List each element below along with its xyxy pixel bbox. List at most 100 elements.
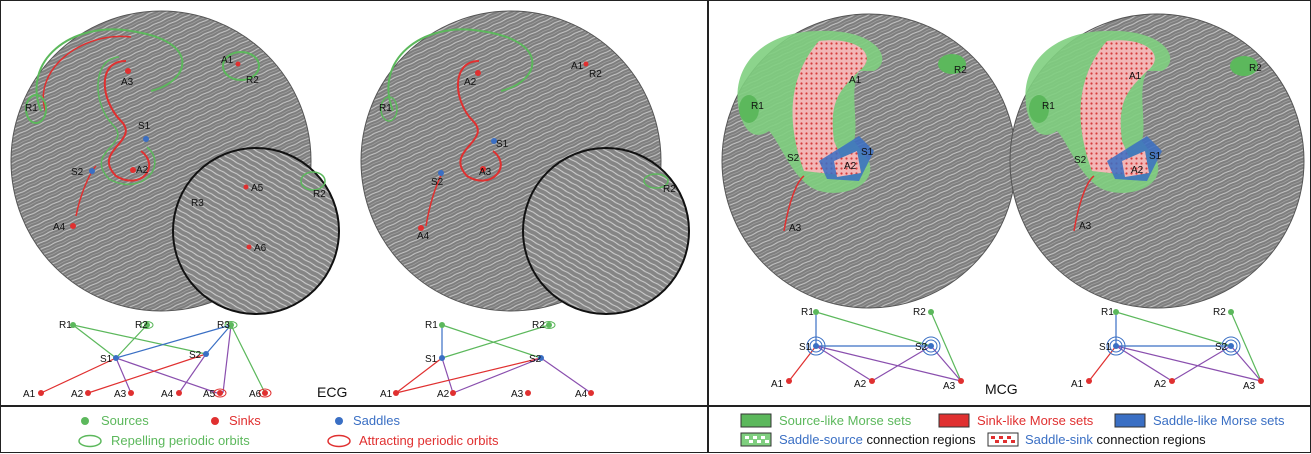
graph-right-label-A3: A3 — [511, 389, 524, 400]
graph-label-A1: A1 — [23, 389, 36, 400]
label-right-A1: A1 — [571, 61, 584, 72]
mcg-left-point-labels: A1 R2 R1 S2 S1 A2 A3 — [751, 65, 967, 234]
mcg-right-label-A1: A1 — [1129, 71, 1142, 82]
label-R1: R1 — [25, 103, 38, 114]
graph-right-label-A4: A4 — [575, 389, 588, 400]
ecg-title: ECG — [317, 384, 347, 400]
mcg-legend: Source-like Morse sets Sink-like Morse s… — [708, 406, 1311, 453]
legend-repelling: Repelling periodic orbits — [111, 433, 250, 448]
mcg-graph-right-label-A3: A3 — [1243, 381, 1256, 392]
graph-label-A2: A2 — [71, 389, 84, 400]
mcg-graph-right-label-R1: R1 — [1101, 307, 1114, 318]
mcg-right-flow-field — [1009, 13, 1305, 309]
label-S2: S2 — [71, 167, 84, 178]
mcg-graph-label-R2: R2 — [913, 307, 926, 318]
legend-saddle-source-suffix: connection regions — [862, 432, 976, 447]
label-right-R1: R1 — [379, 103, 392, 114]
mcg-graph-label-A1: A1 — [771, 379, 784, 390]
label-right-R2: R2 — [589, 69, 602, 80]
mcg-left-flow-field — [721, 13, 1017, 309]
mcg-right-label-A3: A3 — [1079, 221, 1092, 232]
graph-right-label-S1: S1 — [425, 354, 438, 365]
mcg-title: MCG — [985, 381, 1018, 397]
label-R3: R3 — [191, 198, 204, 209]
mcg-graph-right-label-A1: A1 — [1071, 379, 1084, 390]
legend-saddle-source-term: Saddle-source — [779, 432, 863, 447]
legend-saddle-like: Saddle-like Morse sets — [1153, 413, 1285, 428]
graph-label-A3: A3 — [114, 389, 127, 400]
ecg-left-zoom-field — [172, 147, 340, 315]
sink-like-swatch-icon — [938, 413, 970, 428]
mcg-right-label-R1: R1 — [1042, 101, 1055, 112]
source-dot-icon — [81, 417, 89, 425]
mcg-figure: A1 R2 R1 S2 S1 A2 A3 A1 R2 R1 S2 S1 A2 A… — [721, 13, 1305, 397]
ecg-figure: A1 R2 A3 R1 S1 S2 A2 A4 A5 R3 R2 A6 A1 R… — [10, 10, 690, 400]
label-right-A2: A2 — [464, 77, 477, 88]
graph-right-label-S2: S2 — [529, 354, 542, 365]
mcg-label-R1: R1 — [751, 101, 764, 112]
legend-saddle-sink-term: Saddle-sink — [1025, 432, 1093, 447]
label-zoom-R2: R2 — [313, 189, 326, 200]
mcg-graph-right-label-S2: S2 — [1215, 342, 1228, 353]
mcg-right-label-S2: S2 — [1074, 155, 1087, 166]
legend-saddle-sink-suffix: connection regions — [1092, 432, 1206, 447]
legend-source-like: Source-like Morse sets — [779, 413, 912, 428]
ecg-legend: Sources Sinks Saddles Repelling periodic… — [0, 406, 708, 453]
legend-saddle-sink: Saddle-sink connection regions — [1025, 432, 1206, 447]
mcg-label-A3: A3 — [789, 223, 802, 234]
legend-attracting: Attracting periodic orbits — [359, 433, 499, 448]
label-A2: A2 — [136, 165, 149, 176]
repelling-orbit-icon — [78, 434, 102, 448]
mcg-panel: A1 R2 R1 S2 S1 A2 A3 A1 R2 R1 S2 S1 A2 A… — [708, 0, 1311, 406]
graph-label-R1: R1 — [59, 320, 72, 331]
saddle-dot-icon — [335, 417, 343, 425]
label-A1: A1 — [221, 55, 234, 66]
legend-sinks: Sinks — [229, 413, 261, 428]
graph-right-label-A1: A1 — [380, 389, 393, 400]
ecg-left-points — [70, 61, 252, 250]
graph-label-S2: S2 — [189, 350, 202, 361]
mcg-right-label-S1: S1 — [1149, 151, 1162, 162]
mcg-graph-label-A2: A2 — [854, 379, 867, 390]
ecg-panel: A1 R2 A3 R1 S1 S2 A2 A4 A5 R3 R2 A6 A1 R… — [0, 0, 708, 406]
mcg-graph-right-label-S1: S1 — [1099, 342, 1112, 353]
label-S1: S1 — [138, 121, 151, 132]
ecg-legend-symbols — [78, 417, 351, 448]
graph-right-label-R1: R1 — [425, 320, 438, 331]
ecg-left-graph: R1 R2 R3 S1 S2 A1 A2 A3 A4 A5 A6 — [23, 320, 272, 400]
mcg-right-point-labels: A1 R2 R1 S2 S1 A2 A3 — [1042, 63, 1262, 232]
saddle-like-swatch-icon — [1114, 413, 1146, 428]
attracting-orbit-icon — [327, 434, 351, 448]
mcg-right-label-A2: A2 — [1131, 165, 1144, 176]
mcg-label-S2: S2 — [787, 153, 800, 164]
graph-label-A4: A4 — [161, 389, 174, 400]
label-right-A4: A4 — [417, 231, 430, 242]
legend-sink-like: Sink-like Morse sets — [977, 413, 1094, 428]
mcg-label-A1: A1 — [849, 75, 862, 86]
label-right-A3: A3 — [479, 167, 492, 178]
legend-saddles: Saddles — [353, 413, 400, 428]
label-A4: A4 — [53, 222, 66, 233]
mcg-left-graph: R1 R2 S1 S2 A1 A2 A3 — [771, 307, 964, 392]
graph-right-label-R2: R2 — [532, 320, 545, 331]
mcg-right-label-R2: R2 — [1249, 63, 1262, 74]
mcg-graph-label-A3: A3 — [943, 381, 956, 392]
label-right-S1: S1 — [496, 139, 509, 150]
source-like-swatch-icon — [740, 413, 772, 428]
mcg-label-A2: A2 — [844, 161, 857, 172]
mcg-graph-right-label-R2: R2 — [1213, 307, 1226, 318]
mcg-graph-label-R1: R1 — [801, 307, 814, 318]
label-right-zoom-R2: R2 — [663, 184, 676, 195]
label-A5: A5 — [251, 183, 264, 194]
ecg-left-point-labels: A1 R2 A3 R1 S1 S2 A2 A4 A5 R3 R2 A6 — [25, 55, 326, 254]
mcg-legend-symbols — [740, 413, 1146, 447]
mcg-graph-right-label-A2: A2 — [1154, 379, 1167, 390]
mcg-label-S1: S1 — [861, 147, 874, 158]
legend-saddle-source: Saddle-source connection regions — [779, 432, 976, 447]
ecg-right-points — [418, 61, 589, 231]
label-R2: R2 — [246, 75, 259, 86]
graph-right-label-A2: A2 — [437, 389, 450, 400]
graph-label-A5: A5 — [203, 389, 216, 400]
ecg-right-zoom-field — [522, 147, 690, 315]
saddle-sink-swatch-icon — [987, 432, 1019, 447]
